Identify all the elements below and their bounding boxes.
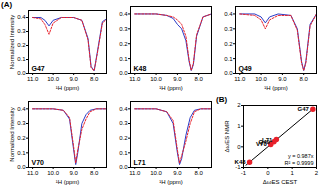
svg-text:9.0: 9.0 [278,76,287,82]
svg-text:0: 0 [237,144,241,150]
svg-text:9.0: 9.0 [69,170,78,176]
svg-text:0.1: 0.1 [17,150,26,156]
svg-text:¹H (ppm): ¹H (ppm) [264,85,288,91]
svg-text:9.0: 9.0 [173,76,182,82]
svg-text:11.0: 11.0 [27,76,39,82]
svg-text:8.0: 8.0 [90,170,99,176]
svg-text:y = 0.987xR² = 0.9999: y = 0.987xR² = 0.9999 [285,153,314,165]
svg-text:0.0: 0.0 [119,70,128,76]
svg-text:Normalized Intensity: Normalized Intensity [9,15,15,69]
svg-text:0.3: 0.3 [119,26,128,32]
svg-text:K48: K48 [235,159,247,165]
svg-text:V70: V70 [32,159,45,166]
svg-text:0: 0 [266,170,270,176]
svg-text:8.0: 8.0 [300,76,309,82]
svg-text:-1: -1 [241,170,247,176]
html-text:(B): (B) [216,95,228,104]
svg-text:10.0: 10.0 [255,76,267,82]
svg-text:8.0: 8.0 [195,170,204,176]
svg-text:0.0: 0.0 [17,70,26,76]
svg-text:10.0: 10.0 [47,76,59,82]
svg-text:Q49: Q49 [239,65,252,73]
html-text:(A): (A) [1,0,13,9]
svg-text:G47: G47 [32,65,45,72]
svg-text:8.0: 8.0 [195,76,204,82]
svg-text:0.1: 0.1 [17,56,26,62]
svg-text:0.2: 0.2 [224,41,233,47]
svg-text:ΔωES CEST: ΔωES CEST [263,179,298,185]
svg-text:¹H (ppm): ¹H (ppm) [159,179,183,185]
svg-text:0.3: 0.3 [224,26,233,32]
svg-text:L71: L71 [262,137,273,143]
svg-text:0.4: 0.4 [17,14,26,20]
svg-text:Normalized Intensity: Normalized Intensity [9,107,15,161]
svg-text:9.0: 9.0 [69,76,78,82]
svg-text:0.4: 0.4 [17,106,26,112]
svg-text:0.0: 0.0 [119,164,128,170]
svg-text:0.3: 0.3 [119,120,128,126]
svg-text:0.2: 0.2 [17,42,26,48]
svg-text:¹H (ppm): ¹H (ppm) [56,179,80,185]
svg-text:11.0: 11.0 [234,76,246,82]
svg-text:10.0: 10.0 [150,76,162,82]
svg-text:0.3: 0.3 [17,120,26,126]
svg-text:0.1: 0.1 [119,56,128,62]
svg-text:0.2: 0.2 [119,41,128,47]
svg-text:1: 1 [290,170,294,176]
svg-text:0.3: 0.3 [17,28,26,34]
svg-text:11.0: 11.0 [129,76,141,82]
svg-text:¹H (ppm): ¹H (ppm) [159,85,183,91]
svg-text:0.1: 0.1 [224,56,233,62]
svg-text:0.4: 0.4 [224,11,233,17]
svg-text:2: 2 [237,102,241,108]
svg-text:0.0: 0.0 [17,164,26,170]
svg-text:11.0: 11.0 [27,170,39,176]
svg-text:G47: G47 [298,106,310,112]
svg-text:L71: L71 [134,159,146,166]
svg-text:0.0: 0.0 [224,70,233,76]
svg-text:V70: V70 [256,141,267,148]
svg-text:ΔωES NMR: ΔωES NMR [224,120,230,153]
svg-text:¹H (ppm): ¹H (ppm) [56,85,80,91]
svg-text:1: 1 [237,123,241,129]
svg-text:0.1: 0.1 [119,150,128,156]
svg-text:0.4: 0.4 [119,106,128,112]
svg-text:9.0: 9.0 [173,170,182,176]
svg-text:11.0: 11.0 [129,170,141,176]
svg-text:-1: -1 [235,164,241,171]
svg-text:0.2: 0.2 [119,135,128,141]
svg-text:K48: K48 [134,65,147,72]
svg-text:10.0: 10.0 [150,170,162,176]
svg-text:0.4: 0.4 [119,11,128,17]
svg-text:8.0: 8.0 [90,76,99,82]
svg-text:2: 2 [315,170,319,176]
svg-text:0.2: 0.2 [17,135,26,141]
svg-text:10.0: 10.0 [47,170,59,176]
